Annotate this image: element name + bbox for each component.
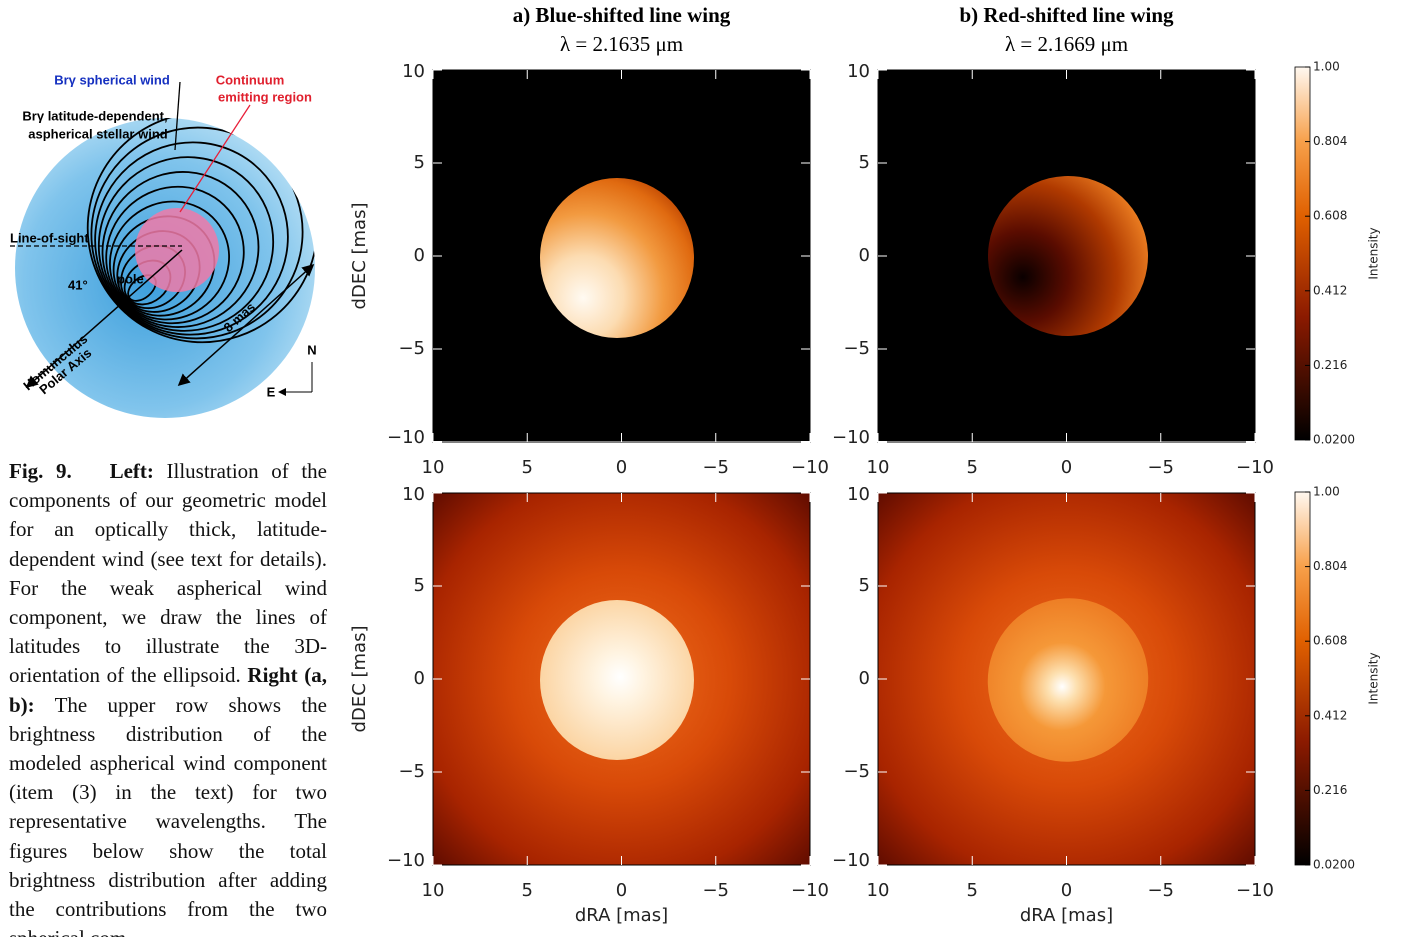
colorbar-tick-label: 0.0200	[1313, 433, 1355, 447]
x-tick-label: −10	[791, 457, 829, 478]
y-tick-label: 10	[847, 484, 870, 505]
colorbar	[1294, 66, 1311, 441]
image-blob	[988, 176, 1148, 336]
colorbar-tick-label: 0.412	[1313, 283, 1347, 297]
panel-subtitle: λ = 2.1669 μm	[1005, 32, 1128, 56]
caption-text: The upper row shows the brightness distr…	[9, 692, 327, 937]
image-blob	[540, 178, 694, 338]
y-tick-label: 0	[859, 668, 870, 689]
x-tick-label: 0	[616, 457, 627, 478]
x-tick-label: 0	[1061, 880, 1072, 901]
y-tick-label: −5	[398, 761, 425, 782]
colorbar-tick-label: 0.608	[1313, 634, 1347, 648]
y-tick-label: −10	[387, 850, 425, 871]
axes: a) Blue-shifted line wing λ = 2.1635 μm b)…	[349, 3, 1381, 926]
x-tick-label: −5	[1147, 457, 1174, 478]
panel-title: b) Red-shifted line wing	[959, 3, 1174, 27]
y-axis-label: dDEC [mas]	[349, 203, 370, 310]
x-tick-label: −5	[702, 880, 729, 901]
label: Continuum	[216, 72, 285, 87]
label: E	[267, 384, 276, 399]
colorbar	[1294, 491, 1311, 866]
x-tick-label: 5	[522, 880, 533, 901]
colorbar-tick-label: 0.608	[1313, 209, 1347, 223]
panel-subtitle: λ = 2.1635 μm	[560, 32, 683, 56]
caption-label: Right (a, b):	[9, 663, 327, 717]
label: 41°	[68, 277, 88, 292]
label: N	[307, 342, 316, 357]
caption-text: Illustration of the components of our ge…	[9, 459, 327, 688]
colorbar-tick-label: 0.412	[1313, 708, 1347, 722]
y-tick-label: −5	[843, 338, 870, 359]
images	[433, 70, 1255, 865]
caption-label: Fig. 9.	[9, 459, 72, 483]
colorbar-tick-label: 0.804	[1313, 134, 1347, 148]
y-tick-label: 10	[402, 61, 425, 82]
polar-axis	[25, 249, 183, 388]
colorbar-tick-label: 0.804	[1313, 559, 1347, 573]
pointer	[174, 81, 181, 151]
x-axis-label: dRA [mas]	[575, 905, 668, 926]
x-tick-label: −10	[1236, 880, 1274, 901]
y-tick-label: 0	[859, 245, 870, 266]
x-axis-label: dRA [mas]	[1020, 905, 1113, 926]
colorbar-tick-label: 0.216	[1313, 358, 1347, 372]
label: emitting region	[218, 89, 312, 104]
caption: Fig. 9. Left: Illustration of the compon…	[9, 457, 327, 937]
caption-label: Left:	[109, 459, 154, 483]
y-tick-label: −10	[832, 427, 870, 448]
x-tick-label: 0	[616, 880, 627, 901]
x-tick-label: 5	[967, 457, 978, 478]
y-tick-label: −5	[843, 761, 870, 782]
y-tick-label: 0	[414, 668, 425, 689]
y-tick-label: 5	[859, 575, 870, 596]
label: aspherical stellar wind	[28, 126, 168, 141]
colorbar-tick-label: 0.0200	[1313, 858, 1355, 872]
colorbar-label: Intensity	[1367, 227, 1381, 279]
x-tick-label: −5	[702, 457, 729, 478]
size-arrow	[177, 264, 315, 386]
label: pole	[117, 271, 144, 286]
y-tick-label: 5	[414, 152, 425, 173]
x-tick-label: −5	[1147, 880, 1174, 901]
colorbar-label: Intensity	[1367, 652, 1381, 704]
y-tick-label: 0	[414, 245, 425, 266]
x-tick-label: 0	[1061, 457, 1072, 478]
x-tick-label: −10	[791, 880, 829, 901]
illustration: Brγ spherical wind Continuum emitting re…	[10, 72, 317, 418]
y-tick-label: 10	[402, 484, 425, 505]
pointer	[179, 104, 251, 213]
x-tick-label: 10	[867, 880, 890, 901]
x-tick-label: 5	[522, 457, 533, 478]
y-tick-label: −5	[398, 338, 425, 359]
label: Brγ latitude-dependent,	[22, 108, 167, 123]
x-tick-label: 10	[867, 457, 890, 478]
y-axis-label: dDEC [mas]	[349, 626, 370, 733]
y-tick-label: 5	[859, 152, 870, 173]
panel-title: a) Blue-shifted line wing	[513, 3, 731, 27]
x-tick-label: 10	[422, 880, 445, 901]
y-tick-label: 10	[847, 61, 870, 82]
x-tick-label: −10	[1236, 457, 1274, 478]
colorbar-tick-label: 0.216	[1313, 783, 1347, 797]
colorbar-tick-label: 1.00	[1313, 485, 1340, 499]
y-tick-label: −10	[832, 850, 870, 871]
y-tick-label: 5	[414, 575, 425, 596]
colorbar-tick-label: 1.00	[1313, 60, 1340, 74]
x-tick-label: 10	[422, 457, 445, 478]
label: Brγ spherical wind	[54, 72, 170, 87]
image-blob	[540, 600, 694, 760]
x-tick-label: 5	[967, 880, 978, 901]
image-blob	[987, 598, 1149, 762]
y-tick-label: −10	[387, 427, 425, 448]
label: Line-of-sight	[10, 230, 89, 245]
